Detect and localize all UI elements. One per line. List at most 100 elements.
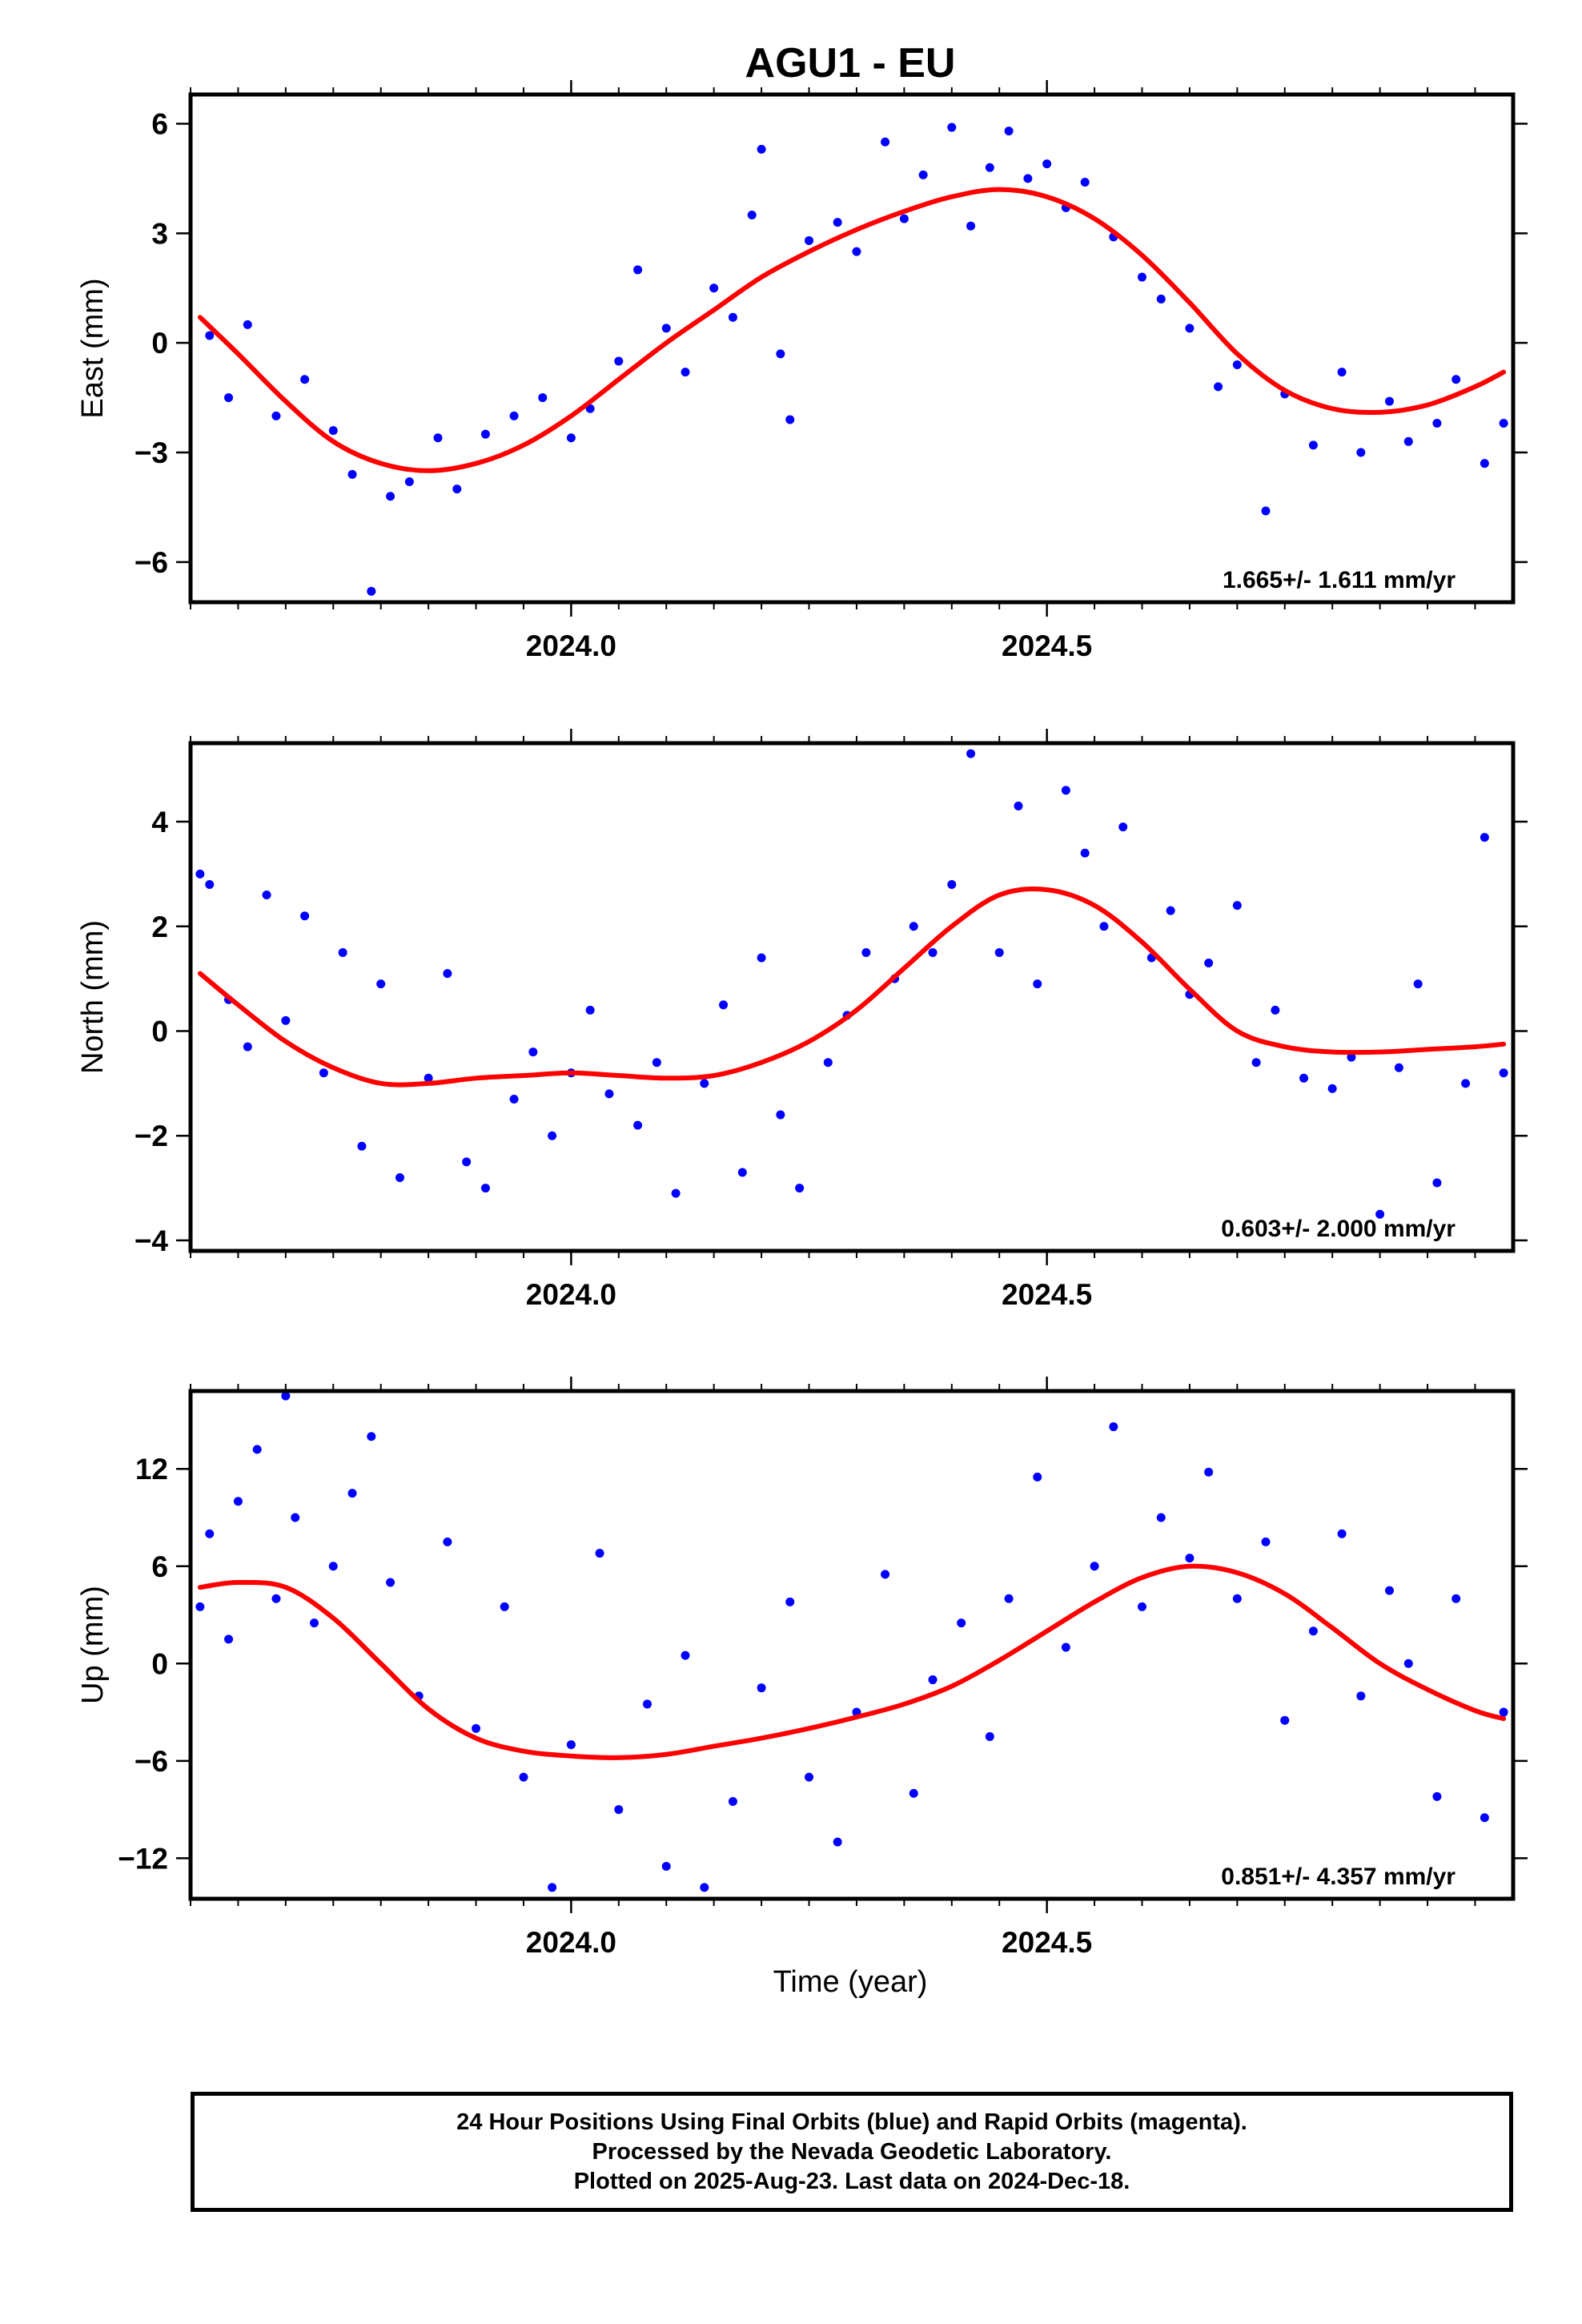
data-point <box>1014 801 1023 810</box>
data-point <box>928 1675 938 1685</box>
data-point <box>966 221 976 231</box>
data-point <box>433 433 443 443</box>
data-point <box>1308 440 1318 450</box>
data-point <box>233 1497 243 1506</box>
data-point <box>1480 459 1489 468</box>
data-point <box>328 1562 338 1571</box>
data-point <box>728 1796 737 1806</box>
x-tick-label: 2024.5 <box>1002 1278 1092 1311</box>
data-point <box>709 283 719 293</box>
y-tick-label: −2 <box>135 1120 168 1152</box>
data-point <box>452 485 462 494</box>
data-point <box>728 312 737 322</box>
data-point <box>785 415 795 424</box>
data-point <box>1156 1513 1166 1522</box>
data-point <box>243 1042 252 1051</box>
data-point <box>1118 822 1128 832</box>
data-point <box>386 1578 396 1587</box>
data-point <box>985 1731 994 1741</box>
data-point <box>642 1699 652 1709</box>
data-point <box>785 1597 795 1606</box>
data-point <box>994 947 1004 957</box>
data-point <box>852 247 861 256</box>
data-point <box>509 411 519 420</box>
data-point <box>519 1772 528 1782</box>
footer-box: 24 Hour Positions Using Final Orbits (bl… <box>191 2092 1513 2212</box>
data-point <box>1137 1602 1146 1611</box>
data-point <box>205 331 215 340</box>
x-tick-label: 2024.0 <box>526 1926 616 1959</box>
data-point <box>1204 959 1214 968</box>
y-tick-label: 4 <box>151 806 168 838</box>
data-point <box>633 265 643 275</box>
data-point <box>805 235 814 245</box>
data-point <box>1232 901 1242 911</box>
data-point <box>1261 506 1271 516</box>
data-points-east <box>205 123 1508 596</box>
data-point <box>737 1168 747 1177</box>
data-point <box>1033 1472 1042 1482</box>
data-point <box>462 1157 472 1167</box>
data-point <box>1499 419 1508 428</box>
data-point <box>681 1651 690 1660</box>
rate-annotation-north: 0.603+/- 2.000 mm/yr <box>1221 1216 1456 1242</box>
data-point <box>300 911 310 921</box>
data-point <box>1499 1068 1508 1078</box>
data-point <box>300 375 310 384</box>
plot-frame-east <box>188 92 1516 605</box>
rate-annotation-up: 0.851+/- 4.357 mm/yr <box>1221 1864 1456 1890</box>
y-axis-label: North (mm) <box>76 920 110 1074</box>
data-point <box>1356 448 1366 457</box>
plot-frame-up <box>188 1389 1516 1901</box>
data-point <box>472 1723 481 1733</box>
data-point <box>443 969 452 979</box>
footer-line-3: Plotted on 2025-Aug-23. Last data on 202… <box>573 2168 1130 2194</box>
data-point <box>1384 396 1394 406</box>
data-point <box>757 144 766 154</box>
data-point <box>776 1110 785 1120</box>
data-point <box>881 137 890 147</box>
data-point <box>719 1000 729 1010</box>
data-point <box>661 1861 671 1871</box>
data-points-north <box>195 749 1508 1219</box>
data-point <box>1452 1594 1461 1603</box>
y-axis-label: Up (mm) <box>76 1586 110 1704</box>
data-point <box>538 393 548 403</box>
data-point <box>1137 272 1146 282</box>
data-point <box>947 123 957 132</box>
fit-curve-north <box>197 887 1507 1088</box>
data-point <box>881 1570 890 1579</box>
data-point <box>548 1131 557 1140</box>
y-tick-label: −3 <box>135 436 168 469</box>
data-point <box>376 979 386 989</box>
data-point <box>681 368 690 377</box>
fit-curve-east <box>197 187 1507 473</box>
data-point <box>1033 979 1042 989</box>
data-point <box>1232 1594 1242 1603</box>
data-point <box>614 356 624 366</box>
data-point <box>585 1005 595 1015</box>
data-point <box>1432 1791 1442 1801</box>
data-point <box>224 1634 234 1644</box>
data-point <box>823 1058 833 1068</box>
data-point <box>1347 1052 1356 1062</box>
data-point <box>395 1172 404 1182</box>
data-point <box>1204 1467 1214 1477</box>
data-point <box>1042 159 1052 169</box>
x-tick-label: 2024.5 <box>1002 629 1092 662</box>
data-point <box>1394 1063 1403 1072</box>
data-point <box>271 1594 281 1603</box>
data-point <box>833 1837 842 1847</box>
data-point <box>347 469 357 479</box>
data-point <box>205 879 215 889</box>
data-point <box>328 426 338 436</box>
data-point <box>700 1883 709 1892</box>
data-point <box>1337 368 1347 377</box>
data-point <box>1461 1079 1471 1088</box>
data-point <box>424 1073 433 1083</box>
data-point <box>614 1805 624 1815</box>
data-point <box>205 1529 215 1538</box>
data-point <box>357 1141 367 1151</box>
data-point <box>805 1772 814 1782</box>
